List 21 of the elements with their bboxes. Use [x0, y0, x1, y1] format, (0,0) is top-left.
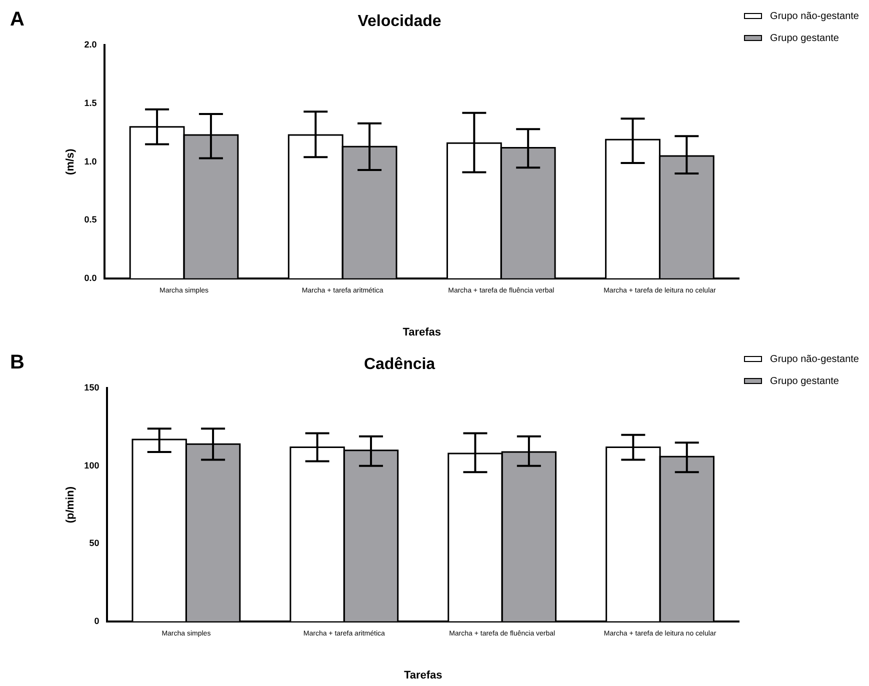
y-tick-label: 0: [94, 616, 100, 626]
y-tick-label: 0.0: [84, 272, 97, 283]
text: B: [10, 352, 24, 374]
y-tick-label: 2.0: [84, 40, 97, 50]
y-tick-label: 100: [84, 460, 100, 470]
y-tick-label: 0.5: [84, 214, 97, 225]
y-axis-title: (m/s): [64, 148, 77, 175]
y-tick-label: 1.5: [84, 98, 97, 108]
text: Grupo não-gestante: [770, 354, 859, 365]
text: Grupo não-gestante: [770, 11, 859, 22]
legend-label: Grupo gestante: [770, 33, 839, 44]
chart-title: Velocidade: [358, 13, 442, 30]
text: A: [10, 8, 24, 31]
y-tick-label: 1.0: [84, 156, 97, 166]
x-axis-title: Tarefas: [404, 669, 442, 682]
legend-label: Grupo gestante: [770, 376, 839, 387]
chart-title: Cadência: [364, 356, 436, 374]
y-tick-label: 50: [89, 538, 100, 548]
x-axis-title: Tarefas: [402, 326, 442, 338]
y-axis-title: (p/min): [64, 486, 77, 524]
y-tick-label: 150: [84, 382, 100, 393]
